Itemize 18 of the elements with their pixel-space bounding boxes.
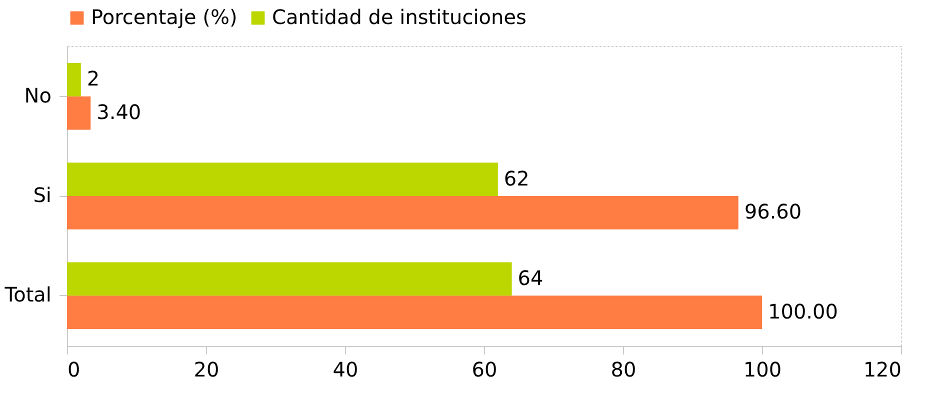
x-tick-label: 120 <box>863 358 902 382</box>
data-label: 64 <box>518 266 544 290</box>
y-tick-label: Si <box>33 183 52 207</box>
data-label: 62 <box>504 166 530 190</box>
x-tick-label: 80 <box>610 358 636 382</box>
legend-label: Cantidad de instituciones <box>272 5 526 29</box>
data-label: 3.40 <box>96 100 142 124</box>
x-tick-label: 60 <box>472 358 498 382</box>
y-tick-label: No <box>24 83 52 108</box>
legend-label: Porcentaje (%) <box>91 5 238 29</box>
data-label: 2 <box>86 66 100 91</box>
x-tick-label: 0 <box>68 358 80 382</box>
y-tick-label: Total <box>4 282 52 307</box>
data-label: 96.60 <box>744 200 802 224</box>
x-tick-label: 40 <box>332 358 358 382</box>
x-tick-label: 100 <box>743 358 782 382</box>
data-label: 100.00 <box>768 299 838 324</box>
x-tick-label: 20 <box>194 358 220 382</box>
